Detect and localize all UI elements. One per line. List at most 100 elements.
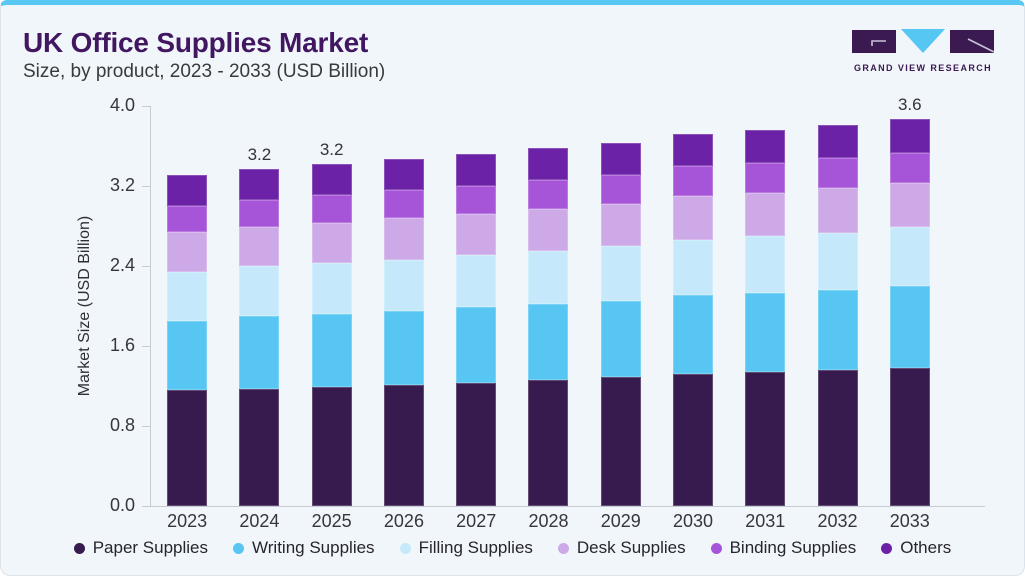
bar-segment-binding-supplies [672,166,713,196]
bar-segment-others [817,125,858,158]
bar-segment-binding-supplies [889,153,930,183]
legend-dot-icon [710,542,722,554]
x-tick-label: 2023 [167,511,208,531]
bar-segment-desk-supplies [600,204,641,246]
bar-segment-filling-supplies [167,272,208,321]
bar-segment-paper-supplies [167,390,208,506]
bar-segment-binding-supplies [600,175,641,204]
bar-segment-filling-supplies [672,240,713,295]
bar-segment-desk-supplies [528,209,569,251]
legend-dot-icon [399,542,411,554]
stacked-bar [889,119,930,506]
x-tick-label: 2029 [600,511,641,531]
bar-segment-paper-supplies [600,377,641,506]
bar-segment-paper-supplies [817,370,858,506]
legend-item: Desk Supplies [557,538,686,558]
legend-label: Paper Supplies [92,538,209,557]
bar-segment-paper-supplies [889,368,930,506]
legend-item: Filling Supplies [399,538,533,558]
bar-segment-others [456,154,497,186]
gvr-logo-icon [852,29,995,53]
bar-column [585,106,657,506]
bar-segment-writing-supplies [239,316,280,389]
bar-segment-binding-supplies [167,206,208,232]
bar-segment-paper-supplies [383,385,424,506]
stacked-bar [383,159,424,506]
bar-segment-writing-supplies [672,295,713,374]
y-tick-label: 2.4 [109,255,135,275]
page-title: UK Office Supplies Market [23,27,369,58]
bar-segment-writing-supplies [600,301,641,377]
bar-column [657,106,729,506]
bar-segment-binding-supplies [383,190,424,218]
bar-column: 3.2 [296,106,368,506]
y-tick-mark [142,186,150,187]
y-tick-label: 3.2 [109,175,135,195]
bar-segment-filling-supplies [745,236,786,293]
bar-segment-binding-supplies [528,180,569,209]
bar-total-label: 3.2 [319,140,344,159]
stacked-bar [456,154,497,506]
bar-column [368,106,440,506]
y-axis-title: Market Size (USD Billion) [76,215,93,397]
bar-segment-writing-supplies [889,286,930,368]
bar-segment-paper-supplies [672,374,713,506]
bar-segment-others [672,134,713,166]
legend-dot-icon [73,542,85,554]
y-tick-mark [142,266,150,267]
legend-label: Desk Supplies [576,538,686,557]
bar-segment-others [600,143,641,175]
bar-segment-others [528,148,569,180]
stacked-bar [600,143,641,506]
bar-segment-binding-supplies [311,195,352,223]
bar-segment-binding-supplies [456,186,497,214]
stacked-bar [311,164,352,506]
bar-column [729,106,801,506]
page-subtitle: Size, by product, 2023 - 2033 (USD Billi… [23,61,386,82]
x-tick-label: 2030 [672,511,714,531]
stacked-bar [528,148,569,506]
stacked-bar [817,125,858,506]
bar-segment-desk-supplies [817,188,858,233]
x-tick-label: 2031 [745,511,786,531]
bar-segment-writing-supplies [383,311,424,385]
bar-segment-paper-supplies [239,389,280,506]
legend-item: Others [881,538,951,558]
bar-segment-paper-supplies [456,383,497,506]
legend-dot-icon [233,542,245,554]
x-tick-label: 2032 [817,511,858,531]
bar-segment-desk-supplies [672,196,713,240]
bar-segment-writing-supplies [167,321,208,390]
y-tick-mark [142,426,150,427]
x-tick-label: 2024 [239,511,280,531]
bar-segment-filling-supplies [817,233,858,290]
x-tick-label: 2033 [889,511,930,531]
bar-column [151,106,223,506]
bar-segment-others [239,169,280,200]
bar-segment-writing-supplies [456,307,497,383]
bar-segment-desk-supplies [239,227,280,266]
bar-segment-writing-supplies [311,314,352,387]
bar-segment-writing-supplies [528,304,569,380]
bar-total-label: 3.2 [247,145,272,164]
legend-label: Others [900,538,952,557]
y-tick-label: 0.8 [109,415,135,435]
bar-segment-desk-supplies [456,214,497,255]
legend-label: Binding Supplies [729,538,857,557]
bar-segment-desk-supplies [889,183,930,227]
bar-segment-binding-supplies [745,163,786,193]
legend-item: Paper Supplies [73,538,209,558]
bar-segment-writing-supplies [745,293,786,372]
bar-segment-binding-supplies [817,158,858,188]
legend-dot-icon [881,542,893,554]
logo-wordmark: GRAND VIEW RESEARCH [853,63,993,73]
x-tick-label: 2025 [311,511,352,531]
bar-segment-paper-supplies [528,380,569,506]
bar-segment-binding-supplies [239,200,280,227]
bar-segment-filling-supplies [311,263,352,314]
x-tick-label: 2027 [456,511,497,531]
stacked-bar [745,130,786,506]
bar-segment-paper-supplies [311,387,352,506]
bar-segment-filling-supplies [528,251,569,304]
